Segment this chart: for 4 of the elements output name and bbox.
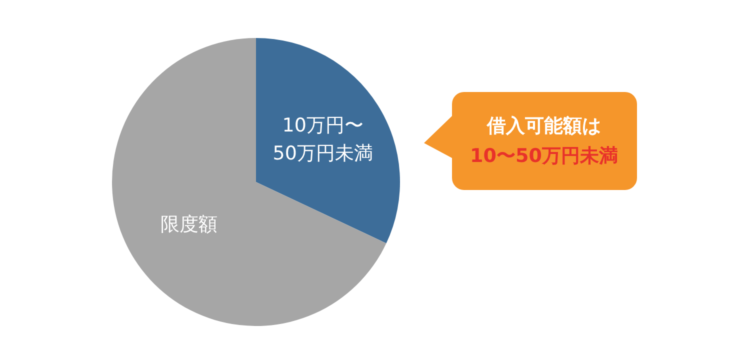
callout: 借入可能額は 10〜50万円未満 [424,92,637,190]
slice-label: 限度額 [160,213,218,236]
slice-label: 10万円〜 50万円未満 [272,114,373,165]
pie: 10万円〜 50万円未満 限度額 [112,38,400,326]
